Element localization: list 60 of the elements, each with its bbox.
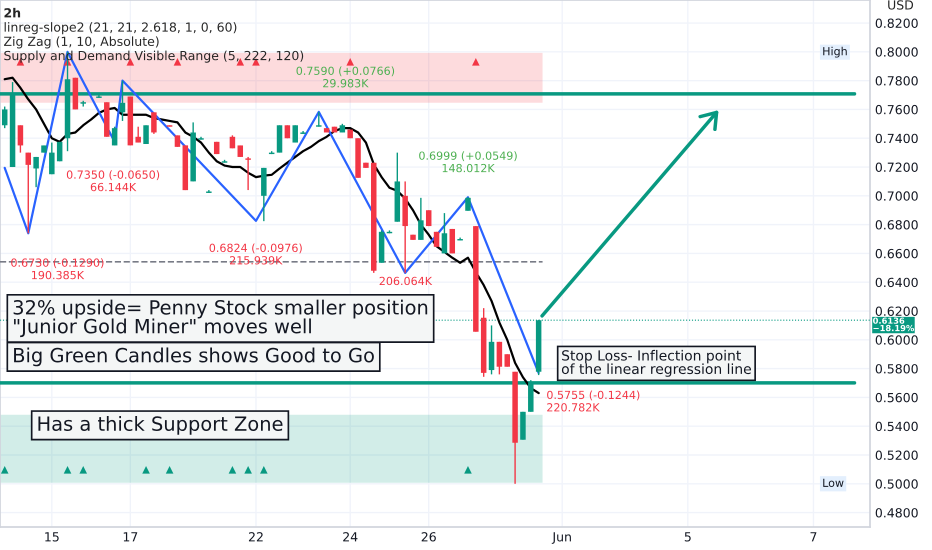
candlestick bbox=[26, 152, 32, 234]
candlestick bbox=[56, 141, 62, 162]
candlestick bbox=[426, 210, 432, 227]
y-tick-label: 0.6800 bbox=[876, 220, 918, 230]
annotation: 32% upside= Penny Stock smaller position "Junior Gold Miner" moves well bbox=[14, 300, 428, 338]
y-tick-label: 0.6000 bbox=[876, 335, 918, 345]
annotation: Big Green Candles shows Good to Go bbox=[14, 347, 374, 366]
candlestick bbox=[151, 112, 157, 135]
annotation: Low bbox=[823, 478, 844, 488]
y-tick-label: 0.7000 bbox=[876, 191, 918, 201]
annotation: Stop Loss- Inflection point of the linear regression line bbox=[562, 350, 751, 377]
ref-line-label: 0.6136 −18.19% bbox=[873, 317, 914, 332]
x-tick-label: 26 bbox=[422, 532, 436, 542]
candlestick bbox=[442, 212, 448, 254]
x-tick-label: Jun bbox=[552, 532, 571, 544]
y-tick-label: 0.6600 bbox=[876, 248, 918, 258]
annotation: 0.6999 (+0.0549) 148.012K bbox=[419, 151, 517, 172]
annotation: High bbox=[823, 46, 847, 58]
y-tick-label: 0.7800 bbox=[876, 76, 918, 86]
y-tick-label: 0.5800 bbox=[876, 364, 918, 374]
y-tick-label: 0.5200 bbox=[876, 450, 918, 460]
candlestick bbox=[465, 196, 471, 212]
x-tick-label: 24 bbox=[343, 532, 358, 542]
y-tick-label: 0.7600 bbox=[876, 104, 918, 114]
y-tick-label: 0.5000 bbox=[876, 479, 918, 489]
candlestick bbox=[2, 106, 8, 129]
x-tick-label: 17 bbox=[124, 532, 138, 542]
candlestick bbox=[434, 231, 440, 248]
candlestick bbox=[33, 156, 39, 188]
annotation: 0.5755 (-0.1244) 220.782K bbox=[547, 390, 640, 412]
y-tick-label: 0.6200 bbox=[876, 306, 918, 316]
annotation: 206.064K bbox=[380, 276, 432, 286]
x-tick-label: 22 bbox=[248, 532, 263, 542]
annotation: 0.7350 (-0.0650) 66.144K bbox=[66, 170, 160, 192]
annotation: Zig Zag (1, 10, Absolute) bbox=[4, 36, 159, 48]
candlestick bbox=[135, 126, 141, 144]
y-tick-label: 0.8000 bbox=[876, 47, 918, 57]
x-tick-label: 15 bbox=[45, 532, 59, 542]
y-axis-title: USD bbox=[888, 0, 914, 10]
y-tick-label: 0.6400 bbox=[876, 278, 918, 288]
candlestick bbox=[418, 197, 424, 241]
candlestick bbox=[504, 354, 510, 368]
candlestick bbox=[49, 142, 55, 175]
annotation: linreg-slope2 (21, 21, 2.618, 1, 0, 60) bbox=[4, 22, 236, 34]
y-tick-label: 0.5400 bbox=[876, 422, 918, 432]
y-tick-label: 0.7400 bbox=[876, 134, 918, 144]
candlestick bbox=[112, 126, 118, 146]
y-tick-label: 0.7200 bbox=[876, 162, 918, 172]
candlestick bbox=[18, 124, 24, 154]
text: 2h bbox=[4, 8, 20, 18]
annotation: Has a thick Support Zone bbox=[38, 416, 282, 435]
y-tick-label: 0.4800 bbox=[876, 508, 918, 518]
x-tick-label: 7 bbox=[810, 532, 816, 542]
y-tick-label: 0.5600 bbox=[876, 392, 918, 402]
x-tick-label: 5 bbox=[684, 532, 691, 542]
annotation: 0.7590 (+0.0766) 29.983K bbox=[296, 66, 394, 88]
y-tick-label: 0.8200 bbox=[876, 18, 918, 28]
candlestick bbox=[230, 134, 236, 150]
candlestick bbox=[245, 156, 251, 191]
candlestick bbox=[143, 124, 149, 145]
